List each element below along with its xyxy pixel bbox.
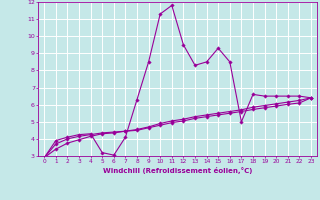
X-axis label: Windchill (Refroidissement éolien,°C): Windchill (Refroidissement éolien,°C)	[103, 167, 252, 174]
